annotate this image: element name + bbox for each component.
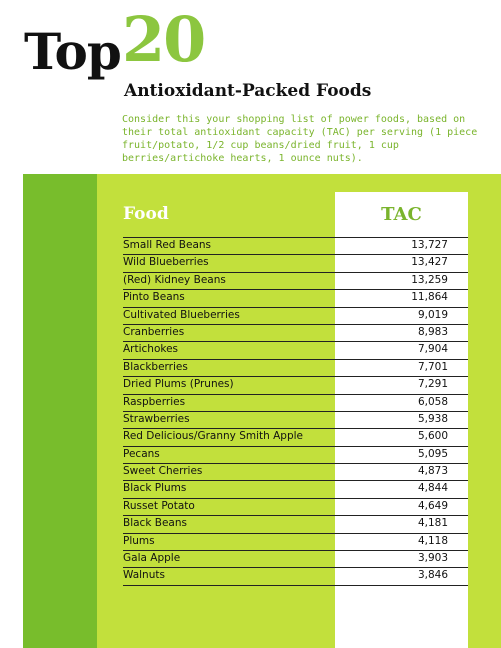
food-name: Raspberries bbox=[123, 395, 186, 408]
tac-column-background bbox=[335, 192, 468, 648]
table-row: Artichokes 7,904 bbox=[123, 342, 468, 360]
food-name: Sweet Cherries bbox=[123, 465, 203, 478]
tac-value: 4,181 bbox=[417, 517, 448, 530]
table-row: Plums 4,118 bbox=[123, 534, 468, 552]
tac-value: 5,600 bbox=[417, 430, 448, 443]
table-row: Strawberries 5,938 bbox=[123, 412, 468, 430]
tac-value: 3,846 bbox=[417, 569, 448, 582]
tac-value: 8,983 bbox=[417, 325, 448, 338]
dark-green-band bbox=[23, 174, 97, 648]
food-name: Plums bbox=[123, 534, 155, 547]
table-row: Walnuts 3,846 bbox=[123, 568, 468, 586]
food-name: Russet Potato bbox=[123, 499, 195, 512]
tac-value: 6,058 bbox=[417, 395, 448, 408]
food-name: Cranberries bbox=[123, 325, 185, 338]
table-row: Sweet Cherries 4,873 bbox=[123, 464, 468, 482]
table-row: (Red) Kidney Beans 13,259 bbox=[123, 273, 468, 291]
food-name: Cultivated Blueberries bbox=[123, 308, 240, 321]
food-name: Gala Apple bbox=[123, 552, 181, 565]
table-row: Pinto Beans 11,864 bbox=[123, 290, 468, 308]
food-table: Small Red Beans 13,727 Wild Blueberries 13,… bbox=[123, 237, 468, 586]
tac-value: 7,701 bbox=[417, 360, 448, 373]
table-row: Wild Blueberries 13,427 bbox=[123, 255, 468, 273]
tac-value: 13,727 bbox=[411, 239, 448, 251]
food-name: Small Red Beans bbox=[123, 239, 212, 251]
table-row: Red Delicious/Granny Smith Apple 5,600 bbox=[123, 429, 468, 447]
food-header: Food bbox=[123, 204, 169, 224]
tac-value: 3,903 bbox=[417, 552, 448, 565]
table-row: Cranberries 8,983 bbox=[123, 325, 468, 343]
table-row: Small Red Beans 13,727 bbox=[123, 238, 468, 256]
food-name: (Red) Kidney Beans bbox=[123, 273, 226, 286]
food-name: Strawberries bbox=[123, 412, 190, 425]
food-name: Dried Plums (Prunes) bbox=[123, 378, 234, 391]
tac-value: 4,649 bbox=[417, 499, 448, 512]
tac-value: 13,259 bbox=[411, 273, 448, 286]
table-row: Pecans 5,095 bbox=[123, 447, 468, 465]
tac-value: 5,095 bbox=[417, 447, 448, 460]
food-name: Pinto Beans bbox=[123, 291, 185, 304]
tac-value: 4,873 bbox=[417, 465, 448, 478]
table-row: Russet Potato 4,649 bbox=[123, 499, 468, 517]
food-name: Red Delicious/Granny Smith Apple bbox=[123, 430, 304, 443]
title-top: Top bbox=[24, 22, 122, 81]
tac-value: 4,844 bbox=[417, 482, 448, 495]
food-name: Black Plums bbox=[123, 482, 187, 495]
tac-value: 11,864 bbox=[411, 291, 448, 304]
food-name: Walnuts bbox=[123, 569, 165, 582]
food-name: Artichokes bbox=[123, 343, 179, 356]
tac-value: 7,904 bbox=[417, 343, 448, 356]
table-row: Cultivated Blueberries 9,019 bbox=[123, 308, 468, 325]
table-row: Blackberries 7,701 bbox=[123, 360, 468, 378]
food-name: Blackberries bbox=[123, 360, 188, 373]
table-row: Black Plums 4,844 bbox=[123, 481, 468, 499]
food-name: Black Beans bbox=[123, 517, 187, 530]
subtitle: Antioxidant-Packed Foods bbox=[124, 81, 372, 101]
table-row: Dried Plums (Prunes) 7,291 bbox=[123, 377, 468, 395]
tac-value: 5,938 bbox=[417, 412, 448, 425]
food-name: Wild Blueberries bbox=[123, 256, 209, 269]
tac-header: TAC bbox=[381, 204, 422, 225]
table-row: Raspberries 6,058 bbox=[123, 395, 468, 412]
tac-value: 7,291 bbox=[417, 378, 448, 391]
food-name: Pecans bbox=[123, 447, 160, 460]
table-row: Black Beans 4,181 bbox=[123, 516, 468, 534]
intro-text: Consider this your shopping list of powe… bbox=[122, 114, 478, 164]
title-number: 20 bbox=[122, 3, 206, 76]
tac-value: 13,427 bbox=[411, 256, 448, 269]
table-row: Gala Apple 3,903 bbox=[123, 551, 468, 569]
tac-value: 9,019 bbox=[417, 308, 448, 321]
tac-value: 4,118 bbox=[417, 534, 448, 547]
